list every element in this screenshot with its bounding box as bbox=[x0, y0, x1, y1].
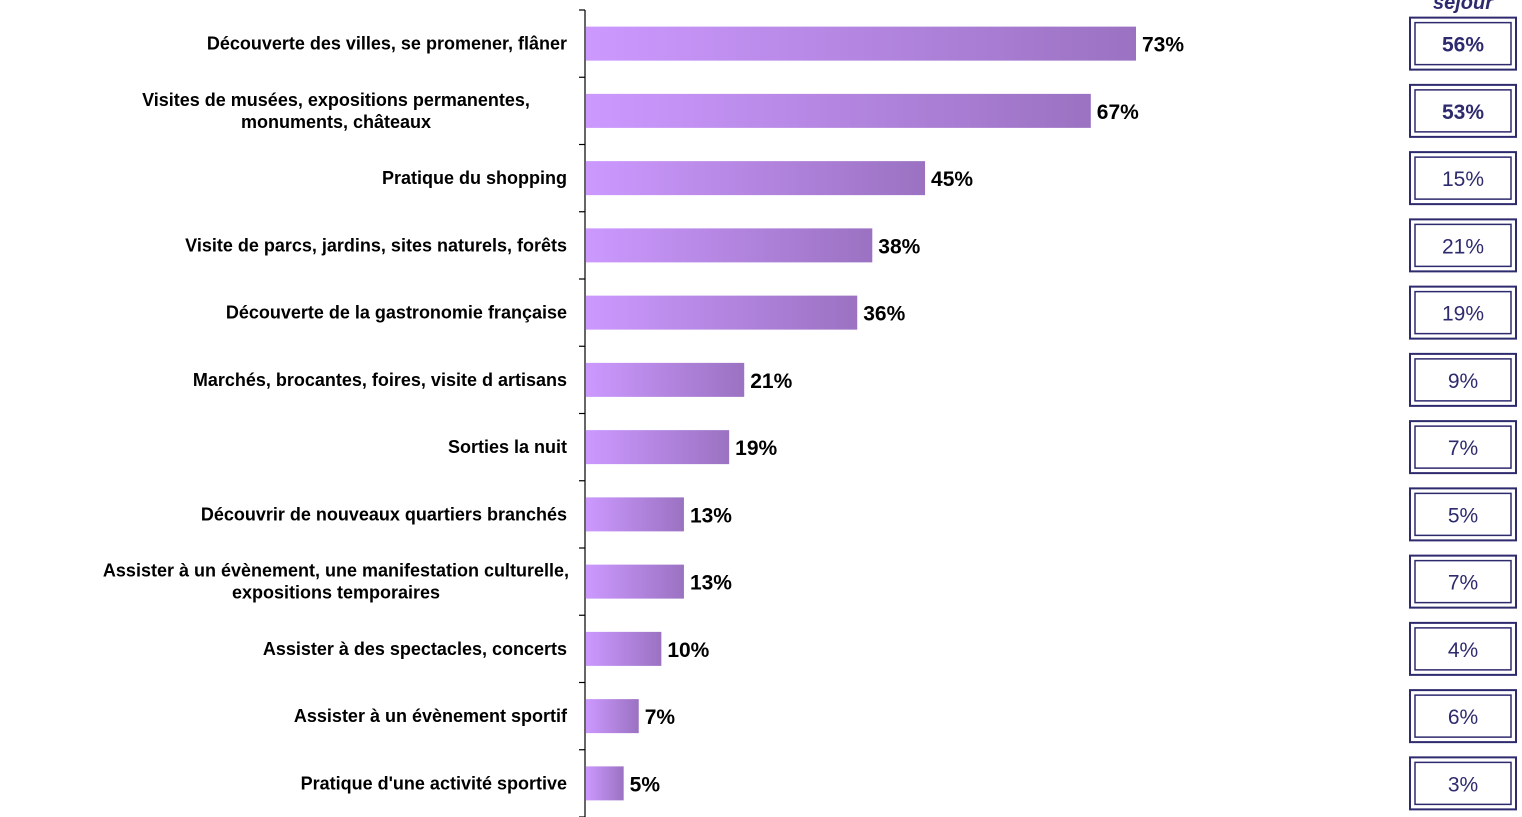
side-box-value: 6% bbox=[1448, 706, 1478, 729]
value-label: 10% bbox=[667, 639, 709, 662]
category-label-line: Pratique du shopping bbox=[382, 168, 567, 188]
value-label: 13% bbox=[690, 504, 732, 527]
side-box-outer bbox=[1409, 621, 1517, 676]
bar bbox=[586, 26, 1136, 61]
bar bbox=[586, 766, 624, 801]
category-label-line: Découverte de la gastronomie française bbox=[226, 303, 567, 323]
side-box-outer bbox=[1409, 285, 1517, 340]
value-label: 5% bbox=[630, 773, 661, 796]
value-label: 45% bbox=[931, 168, 973, 191]
bar bbox=[586, 93, 1091, 128]
bar bbox=[586, 295, 858, 330]
category-label: Découvrir de nouveaux quartiers branchés bbox=[201, 504, 567, 524]
side-box-outer bbox=[1409, 689, 1517, 744]
category-label: Assister à des spectacles, concerts bbox=[263, 639, 567, 659]
side-box-inner bbox=[1414, 694, 1512, 738]
value-label: 67% bbox=[1097, 101, 1139, 124]
side-box-outer bbox=[1409, 756, 1517, 811]
category-label-line: Assister à un évènement, une manifestati… bbox=[103, 561, 569, 581]
side-box-inner bbox=[1414, 156, 1512, 200]
side-column-header: séjour bbox=[1433, 0, 1494, 14]
value-label: 21% bbox=[750, 370, 792, 393]
category-label-line: Visite de parcs, jardins, sites naturels… bbox=[185, 235, 567, 255]
bar bbox=[586, 362, 745, 397]
value-label: 38% bbox=[878, 235, 920, 258]
bar bbox=[586, 564, 684, 599]
category-label-line: Assister à des spectacles, concerts bbox=[263, 639, 567, 659]
category-label: Visite de parcs, jardins, sites naturels… bbox=[185, 235, 567, 255]
side-box-inner bbox=[1414, 425, 1512, 469]
side-box-value: 53% bbox=[1442, 101, 1484, 124]
category-label-line: Pratique d'une activité sportive bbox=[301, 773, 567, 793]
side-box-value: 9% bbox=[1448, 370, 1478, 393]
side-box-value: 3% bbox=[1448, 773, 1478, 796]
side-box-outer bbox=[1409, 554, 1517, 609]
category-label-line: monuments, châteaux bbox=[241, 112, 431, 132]
side-box-outer bbox=[1409, 218, 1517, 273]
category-label-line: Marchés, brocantes, foires, visite d art… bbox=[193, 370, 567, 390]
side-box-value: 19% bbox=[1442, 303, 1484, 326]
category-label: Pratique du shopping bbox=[382, 168, 567, 188]
side-box-outer bbox=[1409, 487, 1517, 542]
category-label-line: Assister à un évènement sportif bbox=[294, 706, 568, 726]
side-box-outer bbox=[1409, 352, 1517, 407]
side-box-inner bbox=[1414, 223, 1512, 268]
side-box-inner bbox=[1414, 358, 1512, 402]
side-box-inner bbox=[1414, 89, 1512, 133]
side-box-inner bbox=[1414, 21, 1512, 66]
value-label: 73% bbox=[1142, 34, 1184, 57]
side-box-value: 4% bbox=[1448, 639, 1478, 662]
side-box-outer bbox=[1409, 420, 1517, 475]
side-box-inner bbox=[1414, 627, 1512, 671]
side-box-value: 21% bbox=[1442, 235, 1484, 258]
category-label: Découverte de la gastronomie française bbox=[226, 303, 567, 323]
category-label-line: expositions temporaires bbox=[232, 583, 440, 603]
side-box-inner bbox=[1414, 290, 1512, 335]
bar bbox=[586, 497, 684, 532]
category-label-line: Visites de musées, expositions permanent… bbox=[142, 90, 530, 110]
category-label-line: Découvrir de nouveaux quartiers branchés bbox=[201, 504, 567, 524]
category-label: Sorties la nuit bbox=[448, 437, 567, 457]
side-box-inner bbox=[1414, 492, 1512, 537]
side-box-value: 15% bbox=[1442, 168, 1484, 191]
category-label: Assister à un évènement sportif bbox=[294, 706, 568, 726]
side-box-outer bbox=[1409, 83, 1517, 138]
side-box-value: 56% bbox=[1442, 34, 1484, 57]
value-label: 36% bbox=[863, 303, 905, 326]
bar bbox=[586, 430, 730, 465]
value-label: 7% bbox=[645, 706, 676, 729]
category-label-line: Découverte des villes, se promener, flân… bbox=[207, 34, 567, 54]
side-box-value: 5% bbox=[1448, 504, 1478, 527]
bar bbox=[586, 228, 873, 263]
bar bbox=[586, 161, 926, 196]
category-label-line: Sorties la nuit bbox=[448, 437, 567, 457]
bar bbox=[586, 699, 639, 734]
category-label: Marchés, brocantes, foires, visite d art… bbox=[193, 370, 567, 390]
value-label: 13% bbox=[690, 572, 732, 595]
bar bbox=[586, 631, 662, 666]
category-label: Assister à un évènement, une manifestati… bbox=[103, 561, 569, 603]
value-label: 19% bbox=[735, 437, 777, 460]
side-box-value: 7% bbox=[1448, 572, 1478, 595]
category-label: Visites de musées, expositions permanent… bbox=[142, 90, 530, 132]
side-box-inner bbox=[1414, 761, 1512, 806]
side-box-outer bbox=[1409, 16, 1517, 71]
side-box-inner bbox=[1414, 559, 1512, 604]
side-box-outer bbox=[1409, 151, 1517, 206]
category-label: Découverte des villes, se promener, flân… bbox=[207, 34, 567, 54]
category-label: Pratique d'une activité sportive bbox=[301, 773, 567, 793]
side-box-value: 7% bbox=[1448, 437, 1478, 460]
